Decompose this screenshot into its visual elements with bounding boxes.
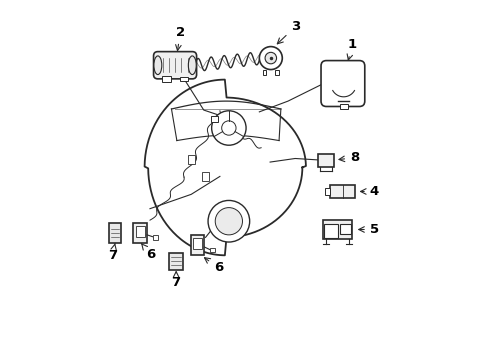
Text: 7: 7 <box>108 243 117 262</box>
Bar <box>202 172 209 181</box>
Bar <box>136 226 145 237</box>
Circle shape <box>265 52 276 64</box>
Text: 5: 5 <box>359 223 379 236</box>
Text: 8: 8 <box>339 151 359 164</box>
Text: 7: 7 <box>172 271 181 289</box>
Ellipse shape <box>188 56 196 75</box>
Bar <box>193 238 202 249</box>
Bar <box>340 104 347 109</box>
Bar <box>210 248 215 252</box>
Circle shape <box>221 121 236 135</box>
Circle shape <box>259 46 282 69</box>
Circle shape <box>215 208 243 235</box>
Bar <box>325 188 330 195</box>
Ellipse shape <box>154 56 162 75</box>
Bar <box>180 77 188 81</box>
Bar <box>324 225 338 238</box>
Text: 1: 1 <box>347 38 357 60</box>
Text: 6: 6 <box>142 244 155 261</box>
Bar <box>318 154 334 167</box>
Text: 4: 4 <box>361 185 379 198</box>
FancyBboxPatch shape <box>153 51 196 79</box>
FancyBboxPatch shape <box>321 60 365 107</box>
Polygon shape <box>145 80 306 255</box>
Bar <box>162 76 171 82</box>
Bar <box>170 253 183 270</box>
Bar <box>133 223 147 243</box>
Circle shape <box>208 201 250 242</box>
Bar <box>211 116 219 122</box>
Text: 3: 3 <box>277 20 300 44</box>
Bar <box>330 185 355 198</box>
Bar <box>323 220 352 239</box>
Text: 2: 2 <box>175 26 185 50</box>
Text: 6: 6 <box>204 258 223 274</box>
Bar <box>188 155 195 164</box>
Bar <box>153 235 158 239</box>
Bar <box>109 223 121 243</box>
Bar <box>340 224 351 234</box>
Bar <box>275 70 279 75</box>
Circle shape <box>212 111 246 145</box>
Bar <box>263 70 266 75</box>
Bar <box>191 235 204 255</box>
